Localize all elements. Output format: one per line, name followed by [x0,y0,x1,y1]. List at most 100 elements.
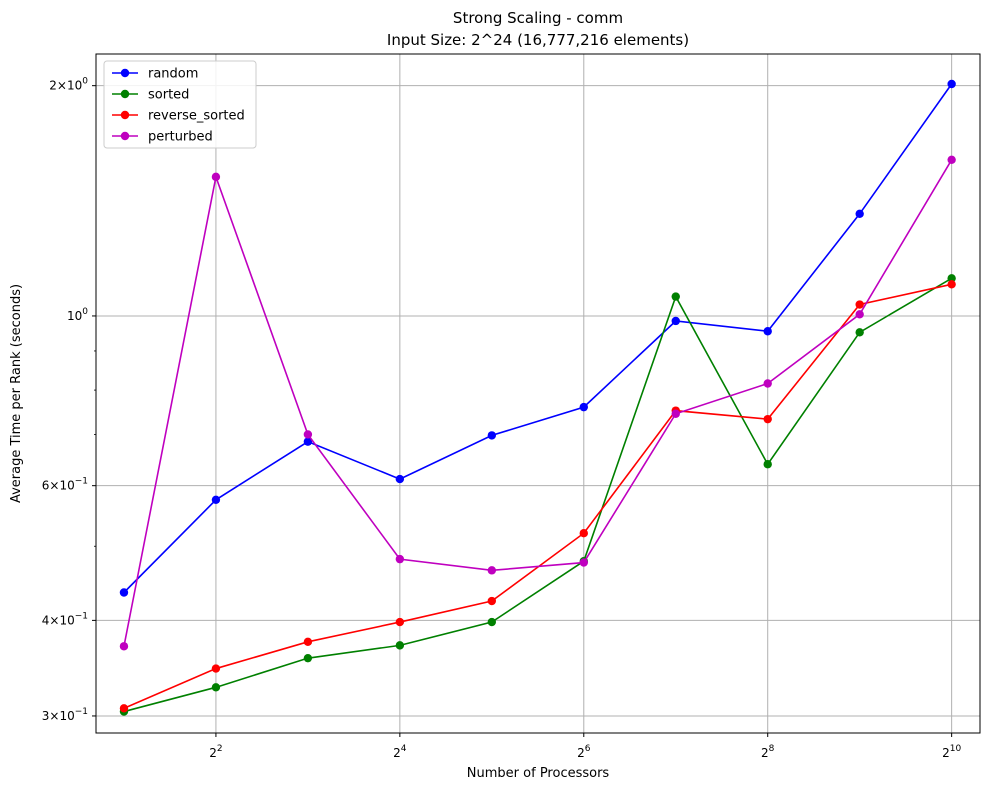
data-point [855,300,864,309]
data-point [487,566,497,575]
y-tick-times: × [49,709,59,723]
legend-item: sorted [112,88,189,103]
y-tick-base: 10 [67,79,82,93]
data-point [947,274,956,283]
y-tick-label: 6×10−1 [42,477,88,493]
x-tick-exponent: 6 [585,744,591,754]
y-tick-exponent: 0 [82,307,88,317]
x-tick-label: 22 [209,744,222,760]
data-point [395,617,405,627]
data-point [763,327,772,336]
x-tick-label: 24 [393,744,407,760]
x-tick-exponent: 2 [217,744,223,754]
x-tick-base: 2 [209,746,217,760]
data-point [211,495,221,505]
x-axis-label: Number of Processors [467,766,610,781]
legend-marker [120,110,130,120]
y-tick-mantissa: 6 [42,479,50,493]
legend-item: random [112,67,198,82]
y-tick-base: 10 [67,309,82,323]
data-point [671,292,680,301]
series-line [123,159,953,647]
y-tick-label: 3×10−1 [42,707,88,723]
x-tick-base: 2 [393,746,401,760]
legend: random sorted reverse_sorted perturbed [103,60,257,149]
chart-title: Strong Scaling - comm [453,9,623,27]
y-tick-label: 100 [67,307,88,323]
data-point [119,588,129,597]
series-reverse-sorted [119,280,956,713]
x-tick-exponent: 8 [769,744,775,754]
y-tick-base: 10 [59,479,74,493]
y-tick-times: × [57,79,67,93]
y-tick-exponent: −1 [75,707,88,717]
data-point [303,437,313,446]
y-tick-exponent: −1 [75,477,88,487]
x-tick-exponent: 4 [401,744,407,754]
data-point [763,460,772,469]
series-perturbed [119,155,956,651]
y-axis-label: Average Time per Rank (seconds) [9,284,24,503]
series-line [123,283,952,710]
y-tick-exponent: −1 [75,611,88,621]
data-point [119,704,129,713]
data-point [211,172,221,182]
legend-label: sorted [148,88,189,103]
x-tick-exponent: 10 [950,744,962,754]
y-tick-mantissa: 3 [42,709,50,723]
legend-marker [120,68,130,78]
data-point [395,474,405,484]
data-point [395,641,405,650]
y-tick-exponent: 0 [82,77,88,87]
y-tick-base: 10 [59,613,74,627]
data-point [855,209,864,218]
series-random [119,79,956,597]
data-point [211,683,221,692]
x-tick-base: 2 [577,746,585,760]
legend-marker [120,89,130,99]
chart-subtitle: Input Size: 2^24 (16,777,216 elements) [387,31,689,49]
legend-label: reverse_sorted [148,109,245,124]
data-point [855,310,864,319]
data-point [303,637,313,647]
y-tick-label: 2×100 [49,77,88,93]
x-tick-label: 210 [942,744,961,760]
legend-label: perturbed [148,130,213,145]
data-point [395,554,405,564]
y-tick-times: × [49,613,59,627]
data-point [947,280,956,289]
data-point [671,409,680,418]
data-point [303,653,313,663]
series-line [123,83,953,594]
x-tick-base: 2 [761,746,769,760]
legend-label: random [148,67,198,82]
data-point [947,155,956,165]
data-point [763,414,772,424]
y-tick-mantissa: 4 [42,613,50,627]
data-point [487,617,497,627]
y-tick-mantissa: 2 [49,79,57,93]
data-point [855,328,864,337]
data-point [763,379,772,388]
y-tick-base: 10 [59,709,74,723]
plot-area [95,53,981,734]
legend-box [103,60,257,149]
x-tick-base: 2 [942,746,950,760]
grid [96,54,980,733]
y-tick-label: 4×10−1 [42,611,88,627]
series-line [123,277,953,713]
data-point [671,316,680,326]
legend-marker [120,131,130,141]
data-point [579,558,588,567]
data-point [487,596,497,606]
data-point [579,402,588,412]
x-tick-label: 28 [761,744,775,760]
data-point [947,79,956,89]
data-point [487,431,497,440]
data-point [119,642,129,651]
data-point [211,664,221,673]
x-tick-label: 26 [577,744,591,760]
data-point [303,430,313,439]
